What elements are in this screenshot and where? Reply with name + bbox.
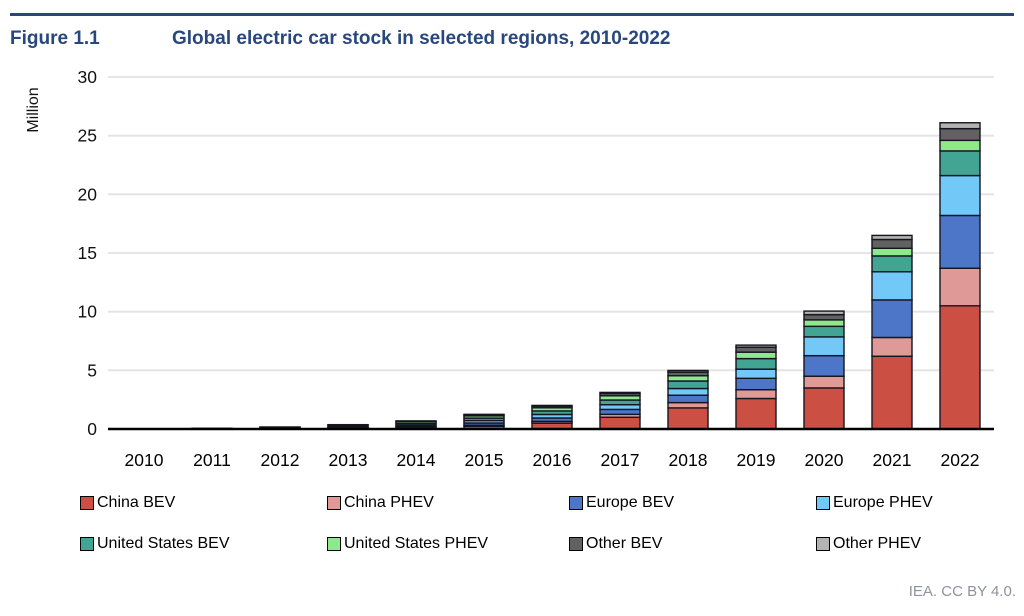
bar-segment xyxy=(803,313,845,321)
legend-label: United States PHEV xyxy=(344,535,489,552)
legend-swatch xyxy=(569,537,583,551)
bar-segment xyxy=(599,408,641,416)
top-rule xyxy=(10,13,1014,16)
legend-label: Other PHEV xyxy=(833,535,922,552)
bar-segment xyxy=(667,375,709,382)
y-tick-label: 0 xyxy=(87,419,97,439)
bar-segment xyxy=(735,368,777,380)
bar-segment xyxy=(871,238,913,250)
bar-segment xyxy=(871,336,913,357)
y-tick-label: 15 xyxy=(78,243,97,263)
legend-label: Europe BEV xyxy=(586,494,675,511)
legend-swatch xyxy=(569,496,583,510)
legend-swatch xyxy=(327,496,341,510)
x-tick-label: 2011 xyxy=(193,450,231,470)
x-tick-label: 2020 xyxy=(805,450,844,470)
bar-segment xyxy=(667,401,709,409)
y-tick-label: 5 xyxy=(87,360,97,380)
legend-label: China PHEV xyxy=(344,494,434,511)
y-axis-title: Million xyxy=(25,87,42,132)
bar-segment xyxy=(871,255,913,273)
legend-item: Other PHEV xyxy=(816,535,921,553)
x-tick-label: 2012 xyxy=(261,450,300,470)
bar-segment xyxy=(939,174,981,217)
attribution-text: IEA. CC BY 4.0. xyxy=(908,583,1016,600)
x-tick-label: 2017 xyxy=(601,450,640,470)
x-tick-label: 2015 xyxy=(465,450,504,470)
legend-label: China BEV xyxy=(97,494,176,511)
bar-segment xyxy=(939,122,981,130)
bar-segment xyxy=(735,346,777,353)
bar-segment xyxy=(735,351,777,360)
bar-segment xyxy=(939,214,981,269)
legend-swatch xyxy=(80,496,94,510)
bar-segment xyxy=(667,387,709,396)
x-tick-label: 2014 xyxy=(397,450,436,470)
bar-segment xyxy=(871,234,913,241)
legend-item: China PHEV xyxy=(327,494,434,512)
legend-item: China BEV xyxy=(80,494,175,512)
legend-item: Other BEV xyxy=(569,535,662,553)
bar-segment xyxy=(803,310,845,316)
bar-segment xyxy=(939,139,981,152)
bar-segment xyxy=(871,299,913,339)
y-tick-label: 20 xyxy=(78,184,98,204)
x-tick-label: 2016 xyxy=(533,450,572,470)
bar-segment xyxy=(939,267,981,307)
legend-swatch xyxy=(80,537,94,551)
figure-title: Global electric car stock in selected re… xyxy=(172,28,671,49)
bar-segment xyxy=(667,394,709,404)
y-tick-label: 30 xyxy=(78,67,98,87)
bar-segment xyxy=(735,344,777,348)
bar-segment xyxy=(803,354,845,377)
bar-segment xyxy=(803,375,845,389)
figure-header: Figure 1.1 Global electric car stock in s… xyxy=(10,28,1014,50)
bar-segment xyxy=(599,404,641,411)
bar-segment xyxy=(735,357,777,370)
bar-segment xyxy=(735,388,777,400)
legend-swatch xyxy=(816,537,830,551)
bar-segment xyxy=(531,404,573,407)
bar-segment xyxy=(667,380,709,390)
bar-segment xyxy=(599,399,641,406)
bar-segment xyxy=(803,387,845,430)
bar-segment xyxy=(939,127,981,142)
bar-segment xyxy=(599,391,641,395)
x-tick-label: 2018 xyxy=(669,450,708,470)
bar-segment xyxy=(667,407,709,430)
x-tick-label: 2021 xyxy=(873,450,912,470)
bar-segment xyxy=(735,397,777,430)
bar-segment xyxy=(667,369,709,373)
legend-item: United States BEV xyxy=(80,535,230,553)
bar-segment xyxy=(803,325,845,338)
bar-segment xyxy=(871,247,913,257)
bar-segment xyxy=(803,319,845,328)
bar-segment xyxy=(939,305,981,430)
bar-segment xyxy=(871,355,913,430)
bar-segment xyxy=(735,377,777,391)
y-tick-label: 10 xyxy=(78,302,98,322)
bar-segment xyxy=(871,271,913,301)
bar-segment xyxy=(803,336,845,357)
x-tick-label: 2010 xyxy=(125,450,164,470)
x-tick-label: 2013 xyxy=(329,450,368,470)
legend-item: United States PHEV xyxy=(327,535,488,553)
legend-item: Europe PHEV xyxy=(816,494,933,512)
legend-label: United States BEV xyxy=(97,535,230,552)
bar-segment xyxy=(599,416,641,430)
legend-item: Europe BEV xyxy=(569,494,674,512)
figure-number: Figure 1.1 xyxy=(10,28,100,49)
x-tick-label: 2019 xyxy=(737,450,776,470)
x-tick-label: 2022 xyxy=(941,450,980,470)
bar-segment xyxy=(939,150,981,177)
y-tick-label: 25 xyxy=(78,126,97,146)
legend-swatch xyxy=(327,537,341,551)
legend-label: Europe PHEV xyxy=(833,494,933,511)
legend-swatch xyxy=(816,496,830,510)
legend-label: Other BEV xyxy=(586,535,663,552)
